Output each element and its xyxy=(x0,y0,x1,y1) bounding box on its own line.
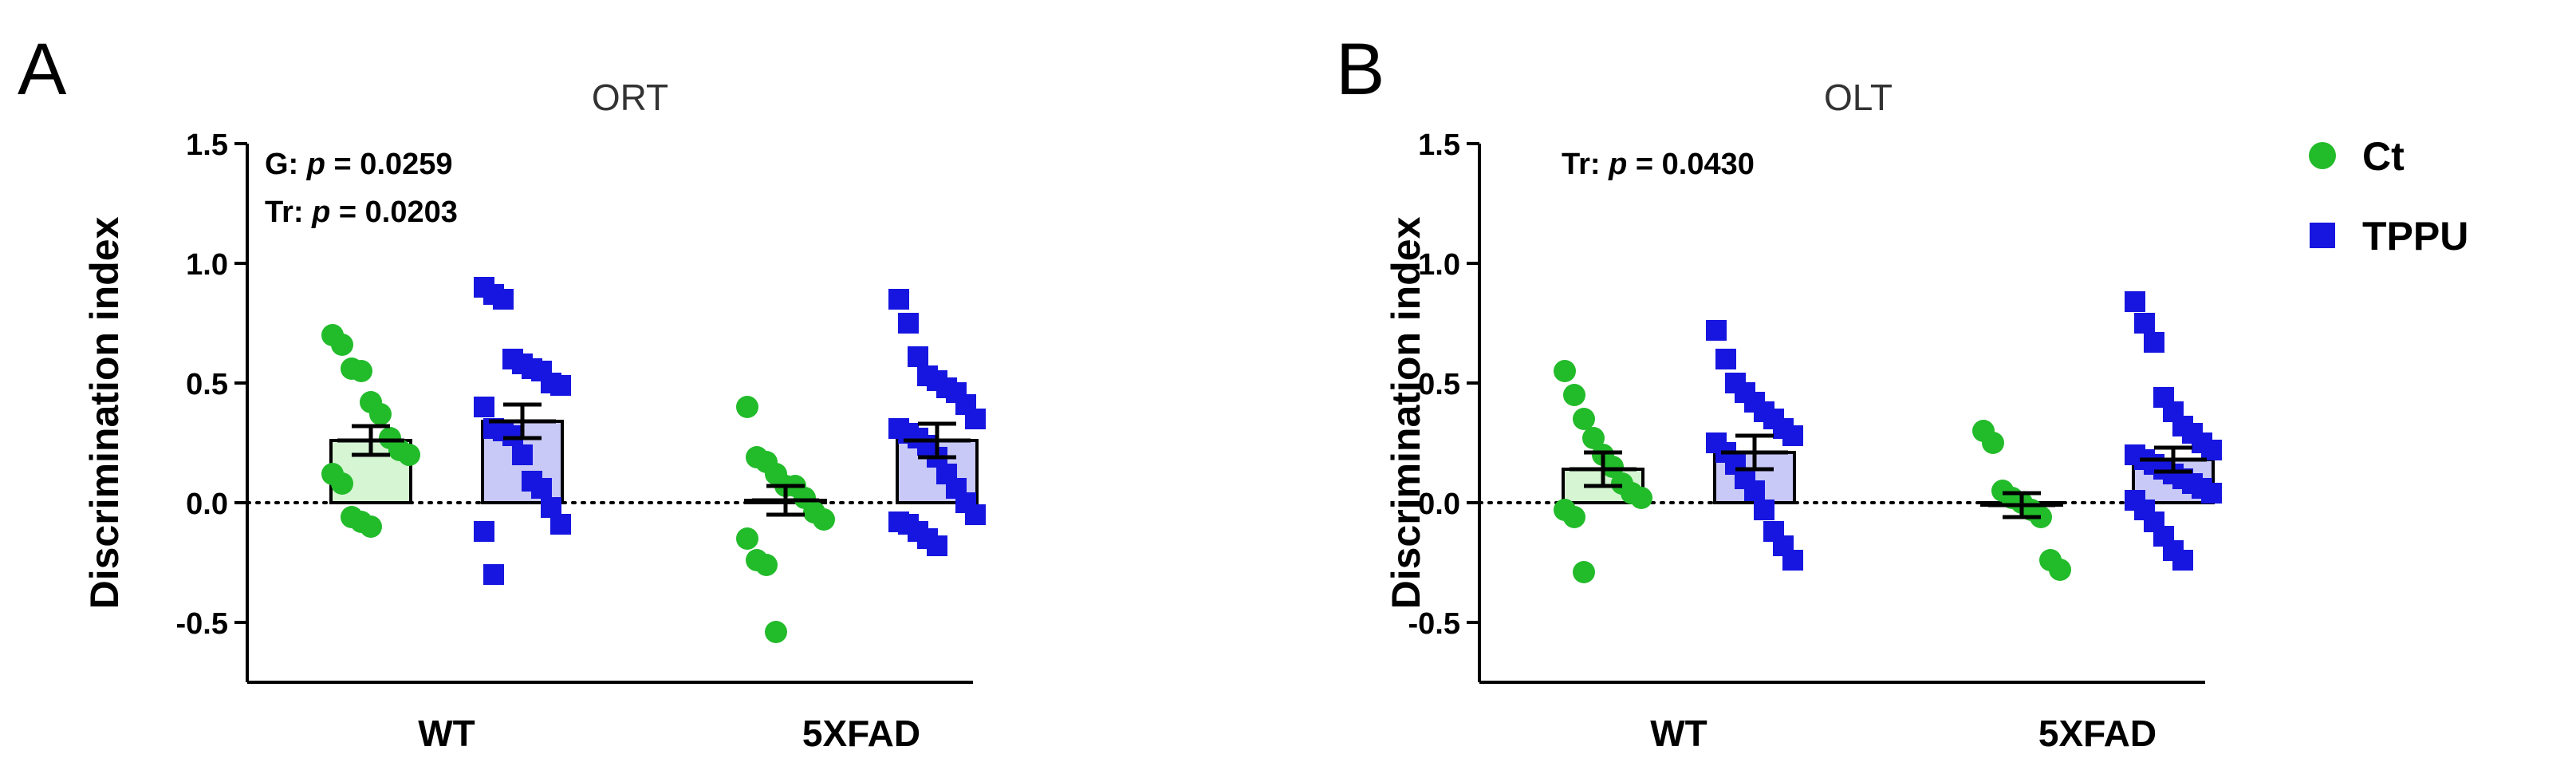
data-point-tppu xyxy=(927,535,947,556)
data-point-tppu xyxy=(2172,550,2193,571)
data-point-tppu xyxy=(1782,550,1803,571)
data-point-tppu xyxy=(483,564,504,585)
data-point-tppu xyxy=(888,289,909,310)
y-axis-label: Discrimination index xyxy=(1384,216,1428,609)
y-tick-label: 1.0 xyxy=(1418,248,1460,282)
data-point-ct xyxy=(350,360,372,382)
data-point-tppu xyxy=(965,409,986,429)
data-point-tppu xyxy=(965,504,986,525)
data-point-ct xyxy=(1601,456,1624,478)
stat-value: = 0.0203 xyxy=(330,196,458,229)
data-point-ct xyxy=(1563,384,1585,406)
stat-prefix: Tr: xyxy=(265,196,312,229)
data-point-tppu xyxy=(2125,291,2145,312)
data-point-ct xyxy=(1630,487,1652,509)
data-point-ct xyxy=(813,508,835,531)
blue-square-marker xyxy=(2310,223,2335,248)
legend-label-ct: Ct xyxy=(2362,134,2405,179)
data-point-ct xyxy=(331,334,353,356)
stat-annotation: Tr: p = 0.0203 xyxy=(265,196,458,229)
data-point-tppu xyxy=(2201,483,2222,504)
data-point-ct xyxy=(1573,561,1595,583)
stat-p-symbol: p xyxy=(1608,148,1627,181)
y-tick-label: 0.0 xyxy=(186,488,228,521)
y-axis-label: Discrimination index xyxy=(82,216,127,609)
data-point-ct xyxy=(1563,506,1585,528)
y-tick-label: 1.0 xyxy=(186,248,228,282)
legend-label-tppu: TPPU xyxy=(2362,214,2468,259)
stat-prefix: G: xyxy=(265,148,307,181)
chart-panel-a: A ORT -0.5 0.0 0.5 1.0 1.5 Discrimination index… xyxy=(18,29,986,754)
data-point-tppu xyxy=(1744,480,1765,501)
stat-value: = 0.0259 xyxy=(325,148,453,181)
data-point-ct xyxy=(1573,408,1595,430)
data-point-tppu xyxy=(493,289,514,310)
data-point-tppu xyxy=(531,478,552,499)
chart-title: ORT xyxy=(592,77,668,118)
y-tick-label: 0.0 xyxy=(1418,488,1460,521)
data-point-tppu xyxy=(2144,332,2164,353)
data-point-ct xyxy=(736,396,758,418)
data-point-ct xyxy=(1554,360,1576,382)
data-point-ct xyxy=(1982,432,2004,454)
x-category-label: WT xyxy=(1650,713,1707,754)
data-point-ct xyxy=(755,554,778,576)
stat-prefix: Tr: xyxy=(1562,148,1609,181)
data-point-tppu xyxy=(474,397,494,417)
stat-annotation: Tr: p = 0.0430 xyxy=(1562,148,1755,181)
data-point-ct xyxy=(736,527,758,550)
legend: Ct TPPU xyxy=(2309,134,2468,259)
x-category-label: WT xyxy=(418,713,475,754)
y-tick-label: 0.5 xyxy=(1418,368,1460,401)
stat-p-symbol: p xyxy=(306,148,325,181)
chart-panel-b: B OLT -0.5 0.0 0.5 1.0 1.5 Discrimination index… xyxy=(1336,29,2222,754)
data-point-tppu xyxy=(898,313,919,334)
data-point-ct xyxy=(765,621,787,643)
data-point-tppu xyxy=(512,444,533,465)
y-tick-label: 1.5 xyxy=(186,128,228,162)
green-circle-marker xyxy=(2309,142,2336,169)
panel-letter: A xyxy=(18,29,67,110)
stat-p-symbol: p xyxy=(311,196,330,229)
data-point-tppu xyxy=(2134,313,2155,334)
y-tick-label: -0.5 xyxy=(176,607,228,641)
x-category-label: 5XFAD xyxy=(802,713,920,754)
data-point-tppu xyxy=(2201,440,2222,460)
y-tick-label: 1.5 xyxy=(1418,128,1460,162)
chart-title: OLT xyxy=(1824,77,1893,118)
panel-letter: B xyxy=(1336,29,1385,110)
data-point-ct xyxy=(1582,427,1605,449)
data-point-ct xyxy=(2049,559,2071,581)
data-point-ct xyxy=(331,472,353,495)
data-point-ct xyxy=(360,515,382,538)
stat-value: = 0.0430 xyxy=(1627,148,1755,181)
stat-annotation: G: p = 0.0259 xyxy=(265,148,453,181)
data-point-tppu xyxy=(502,425,523,446)
data-point-tppu xyxy=(474,521,494,542)
data-point-tppu xyxy=(1706,320,1727,341)
data-point-ct xyxy=(369,403,392,425)
data-point-ct xyxy=(398,444,420,466)
data-point-tppu xyxy=(550,514,571,535)
data-point-tppu xyxy=(1715,349,1736,369)
data-point-tppu xyxy=(1754,500,1774,520)
y-tick-label: -0.5 xyxy=(1408,607,1460,641)
data-point-tppu xyxy=(1782,425,1803,446)
data-point-tppu xyxy=(908,346,928,367)
y-tick-label: 0.5 xyxy=(186,368,228,401)
data-point-tppu xyxy=(550,375,571,396)
x-category-label: 5XFAD xyxy=(2038,713,2157,754)
